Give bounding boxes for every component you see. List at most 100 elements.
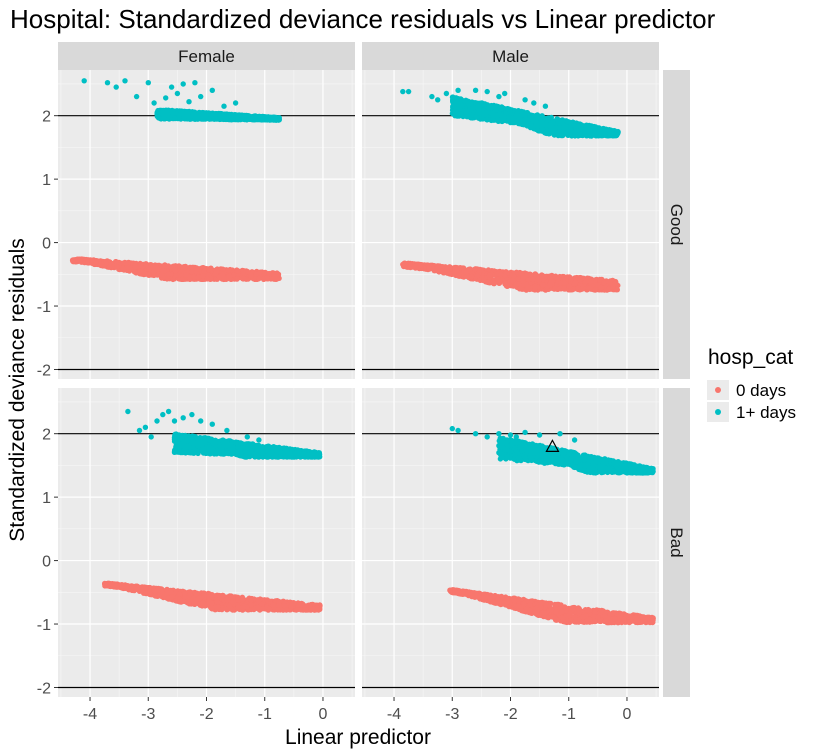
y-tick-label: 2: [42, 109, 51, 126]
data-point-0-days: [502, 281, 508, 287]
data-point-0-days: [191, 274, 197, 280]
data-point-1plus-days: [598, 133, 604, 139]
data-point-0-days: [70, 258, 76, 265]
data-point-0-days: [189, 268, 195, 275]
data-point-outlier: [522, 97, 528, 103]
data-point-1plus-days: [457, 101, 464, 108]
data-point-1plus-days: [220, 115, 227, 121]
data-point-outlier: [113, 84, 119, 90]
data-point-1plus-days: [567, 127, 573, 133]
data-point-0-days: [517, 285, 523, 291]
data-point-0-days: [586, 285, 592, 291]
data-point-outlier: [168, 84, 175, 90]
data-point-0-days: [443, 267, 449, 273]
points: [102, 408, 323, 613]
data-point-outlier: [435, 97, 441, 103]
data-point-0-days: [561, 286, 567, 292]
data-point-1plus-days: [591, 123, 597, 130]
data-point-0-days: [234, 276, 240, 282]
data-point-0-days: [525, 284, 531, 290]
data-point-0-days: [540, 282, 546, 288]
data-point-1plus-days: [479, 116, 486, 122]
data-point-outlier: [554, 116, 560, 122]
data-point-0-days: [106, 264, 113, 270]
data-point-outlier: [151, 100, 157, 106]
data-point-0-days: [495, 278, 502, 284]
data-point-0-days: [225, 267, 232, 274]
data-point-0-days: [173, 272, 179, 278]
data-point-1plus-days: [185, 109, 192, 116]
data-point-0-days: [159, 272, 165, 278]
data-point-1plus-days: [583, 133, 590, 139]
data-point-0-days: [491, 280, 498, 287]
data-point-0-days: [474, 272, 481, 279]
data-point-0-days: [417, 262, 423, 269]
data-point-0-days: [472, 266, 478, 272]
data-point-1plus-days: [178, 109, 185, 116]
data-point-0-days: [467, 266, 473, 272]
data-point-outlier: [496, 93, 502, 100]
data-point-0-days: [532, 285, 538, 291]
data-point-0-days: [165, 263, 172, 269]
data-point-1plus-days: [558, 132, 565, 139]
data-point-outlier: [145, 80, 151, 86]
data-point-1plus-days: [195, 115, 202, 122]
data-point-1plus-days: [462, 108, 469, 114]
data-point-0-days: [498, 271, 504, 278]
facet-strip-label: Good: [667, 204, 686, 246]
data-point-outlier: [443, 90, 450, 97]
data-point-0-days: [165, 271, 171, 277]
data-point-1plus-days: [486, 105, 492, 111]
data-point-0-days: [132, 264, 139, 270]
data-point-outlier: [209, 87, 215, 94]
data-point-0-days: [455, 273, 462, 279]
facet-strip-female: [58, 42, 355, 70]
data-point-0-days: [182, 263, 189, 270]
data-point-0-days: [99, 262, 106, 268]
data-point-1plus-days: [542, 129, 548, 136]
panel-female-bad: [58, 388, 355, 697]
data-point-1plus-days: [567, 131, 573, 137]
data-point-1plus-days: [268, 116, 274, 122]
points: [69, 78, 282, 283]
data-point-0-days: [273, 271, 279, 277]
data-point-0-days: [257, 269, 263, 275]
data-point-0-days: [561, 280, 568, 286]
data-point-1plus-days: [516, 118, 523, 125]
data-point-outlier: [472, 87, 479, 94]
data-point-0-days: [266, 270, 272, 277]
data-point-1plus-days: [501, 114, 508, 120]
data-point-1plus-days: [451, 103, 457, 110]
data-point-1plus-days: [154, 111, 160, 117]
data-point-1plus-days: [176, 114, 182, 120]
chart-title: Hospital: Standardized deviance residual…: [10, 4, 716, 34]
data-point-0-days: [411, 263, 417, 269]
data-point-0-days: [525, 276, 532, 283]
data-point-outlier: [133, 93, 140, 100]
data-point-0-days: [202, 265, 208, 272]
data-point-0-days: [447, 264, 453, 270]
data-point-1plus-days: [456, 96, 462, 103]
data-point-1plus-days: [529, 124, 535, 130]
data-point-0-days: [253, 271, 259, 277]
data-point-0-days: [208, 265, 214, 271]
data-point-outlier: [174, 90, 181, 97]
data-point-outlier: [542, 103, 549, 109]
data-point-0-days: [536, 277, 542, 283]
data-point-1plus-days: [509, 118, 515, 124]
panel-male-good: [362, 70, 659, 379]
data-point-0-days: [552, 285, 559, 292]
data-point-0-days: [566, 283, 573, 289]
data-point-1plus-days: [211, 111, 217, 117]
data-point-0-days: [131, 269, 138, 275]
data-point-0-days: [226, 273, 233, 279]
facet-strip-label: Bad: [667, 527, 686, 557]
data-point-1plus-days: [163, 110, 170, 117]
data-point-0-days: [234, 268, 241, 274]
data-point-0-days: [478, 267, 484, 273]
data-point-0-days: [426, 266, 432, 272]
data-point-0-days: [93, 258, 99, 265]
